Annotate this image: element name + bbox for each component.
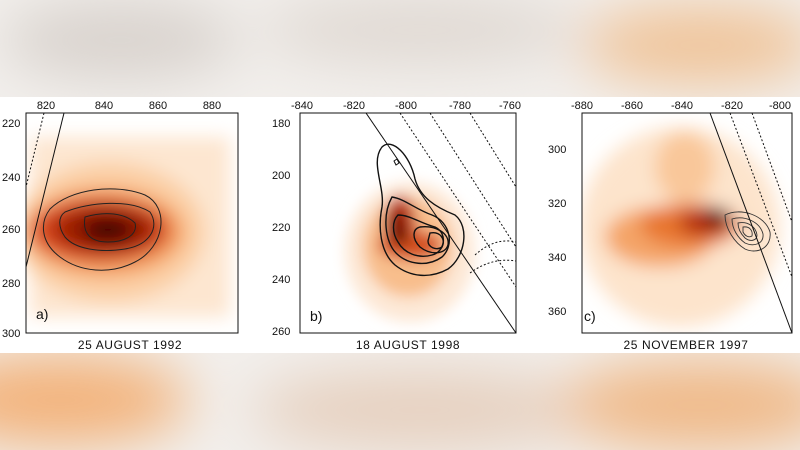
x-tick: 840 (95, 100, 113, 112)
y-tick: 220 (272, 222, 290, 234)
figure-strip: a) 820 840 860 880 220 240 260 280 300 2… (0, 97, 800, 353)
y-tick: 260 (2, 224, 20, 236)
panel-b: b) -840 -820 -800 -780 -760 180 200 220 … (272, 100, 521, 352)
x-tick: -780 (449, 100, 471, 112)
panel-title: 25 AUGUST 1992 (78, 338, 182, 352)
x-tick: -820 (343, 100, 365, 112)
y-tick: 360 (548, 306, 566, 318)
panel-a: a) 820 840 860 880 220 240 260 280 300 2… (2, 100, 239, 352)
x-tick: -800 (395, 100, 417, 112)
panel-letter: b) (310, 308, 322, 324)
emission-map-c (582, 113, 792, 333)
y-tick: 260 (272, 326, 290, 338)
panel-letter: a) (36, 306, 48, 322)
x-tick: 860 (149, 100, 167, 112)
y-tick: 180 (272, 118, 290, 130)
y-tick: 220 (2, 118, 20, 130)
emission-map-a (26, 113, 230, 317)
x-tick: -840 (671, 100, 693, 112)
y-tick: 200 (272, 170, 290, 182)
y-tick: 340 (548, 252, 566, 264)
x-tick: -820 (721, 100, 743, 112)
y-tick: 240 (272, 274, 290, 286)
y-tick: 240 (2, 172, 20, 184)
x-tick: 820 (37, 100, 55, 112)
panel-title: 18 AUGUST 1998 (356, 338, 460, 352)
panel-letter: c) (584, 308, 596, 324)
panel-title: 25 NOVEMBER 1997 (624, 338, 749, 352)
emission-map-b (345, 113, 516, 333)
y-tick: 280 (2, 278, 20, 290)
x-tick: -860 (621, 100, 643, 112)
y-tick: 320 (548, 198, 566, 210)
x-tick: -760 (499, 100, 521, 112)
y-tick: 300 (548, 144, 566, 156)
x-tick: -840 (291, 100, 313, 112)
x-tick: -880 (571, 100, 593, 112)
x-tick: 880 (203, 100, 221, 112)
y-tick: 300 (2, 328, 20, 340)
x-tick: -800 (769, 100, 791, 112)
panel-c: c) -880 -860 -840 -820 -800 300 320 340 … (548, 100, 793, 352)
